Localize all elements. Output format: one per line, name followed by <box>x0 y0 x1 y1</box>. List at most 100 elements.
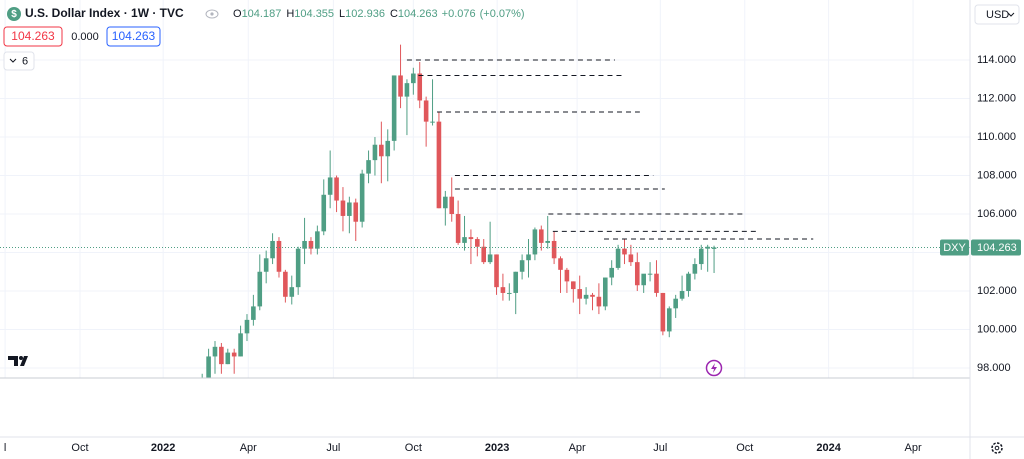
tradingview-logo <box>8 356 28 366</box>
candle-body <box>308 240 314 249</box>
candle-body <box>315 231 320 249</box>
candle-body <box>212 346 218 357</box>
candle-body <box>673 298 678 309</box>
candle-body <box>353 202 359 222</box>
candle-body <box>526 254 531 261</box>
candle-body <box>507 292 512 294</box>
candle-body <box>289 287 295 297</box>
candle-body <box>347 202 352 216</box>
candle-body <box>340 200 346 216</box>
events-icon[interactable] <box>705 359 723 377</box>
currency[interactable]: USD <box>986 9 1009 21</box>
candle-body <box>283 271 288 297</box>
candle-body <box>692 264 698 274</box>
candle-body <box>711 247 717 249</box>
ohlc-key: C <box>390 8 398 20</box>
x-tick-label: Jul <box>326 442 340 454</box>
candle-body <box>455 214 461 243</box>
y-tick-label: 100.000 <box>977 323 1017 335</box>
candle-body <box>423 100 429 122</box>
candle-body <box>251 306 256 320</box>
x-tick-label: Apr <box>904 442 921 454</box>
candle-body <box>391 75 397 141</box>
candle-body <box>654 273 659 293</box>
candle-body <box>302 240 307 249</box>
candle-body <box>494 254 499 288</box>
candle-body <box>295 248 301 288</box>
buy-button[interactable] <box>106 26 161 47</box>
candle-body <box>200 395 205 405</box>
candle-body <box>475 239 480 247</box>
plot-area <box>0 44 970 407</box>
ohlc-key: H <box>286 8 294 20</box>
candle-body <box>417 73 423 101</box>
visibility-icon[interactable] <box>205 9 219 19</box>
indicators-toggle[interactable] <box>3 51 35 71</box>
candle-body <box>359 173 365 222</box>
candle-body <box>244 319 250 334</box>
last-price-label: 104.263 <box>977 242 1017 254</box>
ohlc-value: 104.263 <box>398 8 438 20</box>
candle-body <box>398 75 403 97</box>
candle-body <box>679 291 685 299</box>
candle-body <box>206 356 211 378</box>
candle-body <box>519 260 525 272</box>
buy-price[interactable]: 104.263 <box>112 29 156 43</box>
settings-icon[interactable] <box>991 442 1003 454</box>
x-tick-label: 2022 <box>151 442 175 454</box>
last-price-tag <box>971 239 1021 256</box>
y-tick-label: 106.000 <box>977 208 1017 220</box>
candle-body <box>327 177 333 195</box>
candle-body <box>564 269 570 282</box>
candle-body <box>551 240 557 259</box>
candle-body <box>430 121 435 123</box>
x-tick-label: 2023 <box>485 442 509 454</box>
candle-body <box>590 294 595 297</box>
y-tick-label: 102.000 <box>977 285 1017 297</box>
candle-body <box>411 73 416 84</box>
candle-body <box>334 177 339 201</box>
symbol-tag <box>940 239 969 256</box>
candle-body <box>628 254 634 263</box>
ohlc-legend: O104.187 H104.355 L102.936 C104.263 +0.076 (+… <box>233 8 525 20</box>
candle-body <box>366 160 371 174</box>
candle-body <box>321 194 327 232</box>
sell-button[interactable] <box>3 26 63 47</box>
candle-body <box>583 294 589 299</box>
candle-body <box>462 237 467 243</box>
candle-body <box>602 277 608 307</box>
candle-body <box>634 262 640 286</box>
chevron <box>1007 12 1015 17</box>
candle-body <box>609 267 614 278</box>
candle-body <box>487 254 493 263</box>
symbol-icon-glyph: $ <box>11 9 17 20</box>
candle-body <box>219 346 224 365</box>
x-tick-label: Oct <box>71 442 88 454</box>
candle-body <box>225 352 231 365</box>
sell-price[interactable]: 104.263 <box>11 29 55 43</box>
candle-body <box>513 271 519 293</box>
candle-body <box>193 405 198 407</box>
y-tick-label: 110.000 <box>977 131 1016 143</box>
ohlc-value: 104.187 <box>242 8 282 20</box>
currency-button[interactable] <box>974 4 1020 25</box>
candle-body <box>500 287 506 293</box>
candle-body <box>596 296 602 307</box>
x-tick-label: Oct <box>736 442 753 454</box>
x-tick-label: Apr <box>240 442 257 454</box>
chevron <box>9 58 17 63</box>
candle-body <box>698 248 704 265</box>
y-tick-label: 112.000 <box>977 92 1016 104</box>
candle-body <box>577 289 582 299</box>
candle-body <box>263 258 269 272</box>
candle-body <box>372 144 378 161</box>
candle-body <box>641 273 646 286</box>
candle-body <box>622 248 627 255</box>
candle-body <box>660 292 666 332</box>
candle-body <box>570 281 576 290</box>
candle-body <box>436 121 442 209</box>
indicator-count: 6 <box>22 55 28 67</box>
x-tick-label: Apr <box>569 442 586 454</box>
